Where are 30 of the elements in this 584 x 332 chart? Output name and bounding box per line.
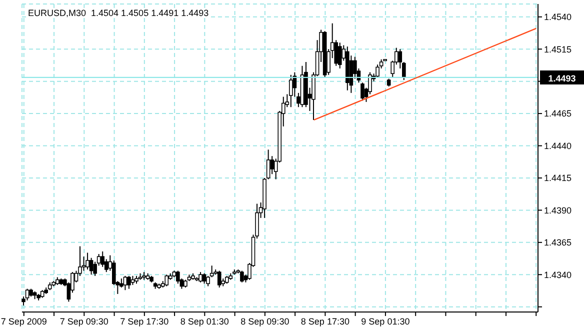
y-tick-label: 1.4415: [544, 173, 572, 184]
x-tick-label: 7 Sep 09:30: [60, 316, 108, 326]
y-tick-label: 1.4465: [544, 108, 572, 119]
x-tick-label: 7 Sep 17:30: [120, 316, 169, 326]
x-tick-label: 8 Sep 01:30: [180, 316, 229, 326]
ref-line-label: 1.4493: [548, 73, 576, 84]
candlestick: [198, 272, 202, 283]
candlestick: [130, 275, 135, 286]
candlestick: [127, 275, 131, 290]
y-tick-label: 1.4340: [544, 270, 572, 280]
x-tick-label: 9 Sep 01:30: [361, 316, 410, 326]
x-tick-label: 8 Sep 09:30: [240, 316, 290, 326]
x-tick-label: 7 Sep 2009: [0, 316, 47, 326]
x-tick-label: 8 Sep 17:30: [300, 316, 350, 326]
y-tick-label: 1.4540: [544, 12, 572, 22]
candlestick: [338, 42, 342, 69]
y-tick-label: 1.4440: [544, 140, 572, 151]
candlestick: [123, 275, 128, 291]
candlestick: [360, 82, 364, 102]
candlestick: [164, 274, 169, 287]
y-tick-label: 1.4515: [544, 44, 572, 54]
candlestick: [240, 270, 244, 283]
y-tick-label: 1.4390: [544, 205, 572, 216]
candlestick: [289, 74, 293, 108]
text: EURUSD,M30 1.4504 1.4505 1.4491 1.4493: [28, 8, 209, 18]
candlestick: [202, 272, 206, 284]
y-tick-label: 1.4365: [544, 238, 572, 248]
candlestick: [206, 275, 210, 287]
candlestick: [86, 252, 90, 270]
candlestick: [217, 270, 222, 288]
